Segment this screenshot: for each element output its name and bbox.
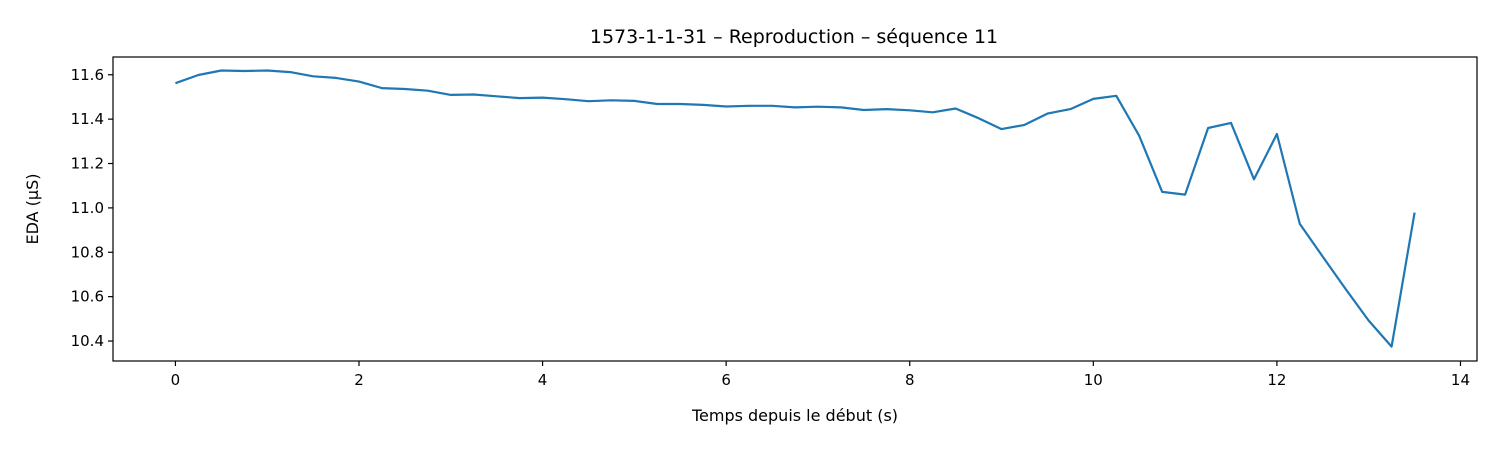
plot-frame [112, 56, 1478, 362]
chart-title: 1573-1-1-31 – Reproduction – séquence 11 [590, 26, 998, 48]
y-tick-label: 11.2 [71, 155, 104, 173]
y-tick-label: 10.6 [71, 288, 104, 306]
y-tick-label: 11.4 [71, 110, 104, 128]
y-axis: 10.4 10.6 10.8 11.0 11.2 11.4 11.6 [71, 66, 113, 350]
x-tick-label: 2 [354, 371, 364, 389]
x-axis: 0 2 4 6 8 10 12 14 [171, 361, 1470, 389]
x-tick-label: 6 [721, 371, 731, 389]
x-tick-label: 4 [538, 371, 548, 389]
y-tick-label: 10.8 [71, 243, 104, 261]
x-tick-label: 14 [1451, 371, 1470, 389]
y-tick-label: 11.0 [71, 199, 104, 217]
y-tick-label: 10.4 [71, 332, 104, 350]
eda-series-line [175, 69, 1416, 348]
x-axis-label: Temps depuis le début (s) [691, 406, 898, 425]
y-axis-label: EDA (µS) [23, 174, 42, 245]
x-tick-label: 8 [905, 371, 915, 389]
plot-area [175, 69, 1416, 348]
y-tick-label: 11.6 [71, 66, 104, 84]
x-tick-label: 12 [1267, 371, 1286, 389]
x-tick-label: 10 [1084, 371, 1103, 389]
x-tick-label: 0 [171, 371, 181, 389]
